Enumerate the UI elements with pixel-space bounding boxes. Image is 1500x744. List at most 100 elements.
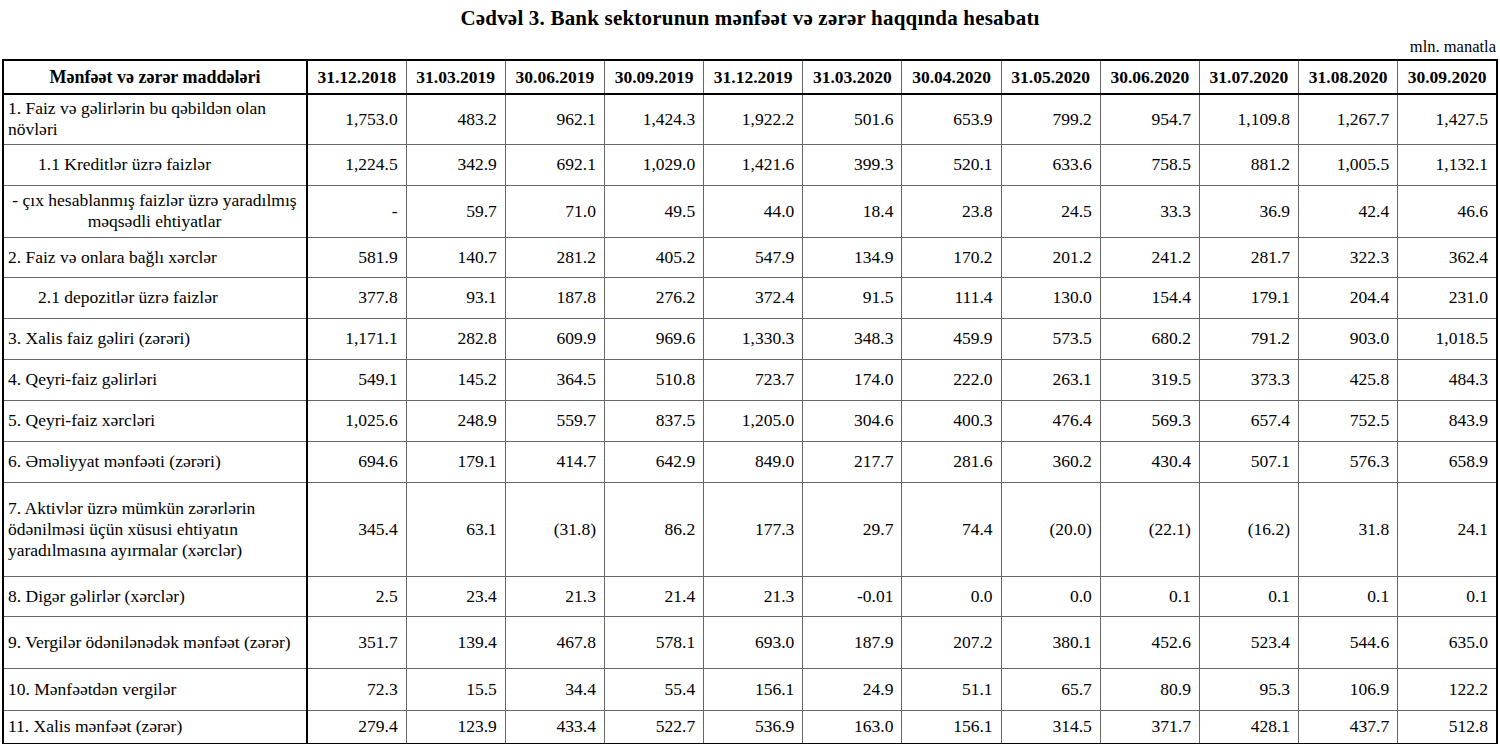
- value-cell: 179.1: [1199, 277, 1298, 318]
- value-cell: 1,025.6: [307, 400, 406, 441]
- value-cell: 21.3: [704, 576, 803, 616]
- date-column-header: 31.05.2020: [1001, 60, 1100, 94]
- value-cell: -0.01: [803, 576, 902, 616]
- value-cell: 1,421.6: [704, 144, 803, 185]
- value-cell: 364.5: [505, 359, 604, 400]
- report-page: Cədvəl 3. Bank sektorunun mənfəət və zər…: [0, 0, 1500, 744]
- table-row: 5. Qeyri-faiz xərcləri1,025.6248.9559.78…: [3, 400, 1497, 441]
- row-label: 10. Mənfəətdən vergilər: [3, 668, 307, 710]
- value-cell: 694.6: [307, 441, 406, 482]
- value-cell: 569.3: [1100, 400, 1199, 441]
- unit-note: mln. manatla: [0, 38, 1496, 56]
- value-cell: 512.8: [1398, 710, 1497, 744]
- value-cell: 633.6: [1001, 144, 1100, 185]
- row-label: 5. Qeyri-faiz xərcləri: [3, 400, 307, 441]
- value-cell: 29.7: [803, 482, 902, 576]
- value-cell: 414.7: [505, 441, 604, 482]
- value-cell: 362.4: [1398, 237, 1497, 277]
- value-cell: 843.9: [1398, 400, 1497, 441]
- table-row: 10. Mənfəətdən vergilər72.315.534.455.41…: [3, 668, 1497, 710]
- value-cell: 547.9: [704, 237, 803, 277]
- value-cell: 145.2: [406, 359, 505, 400]
- value-cell: 1,029.0: [604, 144, 703, 185]
- value-cell: 371.7: [1100, 710, 1199, 744]
- value-cell: 1,267.7: [1299, 94, 1398, 144]
- value-cell: 549.1: [307, 359, 406, 400]
- value-cell: 0.0: [1001, 576, 1100, 616]
- value-cell: 484.3: [1398, 359, 1497, 400]
- table-header: Mənfəət və zərər maddələri31.12.201831.0…: [3, 60, 1497, 94]
- value-cell: 174.0: [803, 359, 902, 400]
- row-label: 11. Xalis mənfəət (zərər): [3, 710, 307, 744]
- value-cell: 31.8: [1299, 482, 1398, 576]
- value-cell: 24.5: [1001, 185, 1100, 237]
- value-cell: 1,427.5: [1398, 94, 1497, 144]
- value-cell: 372.4: [704, 277, 803, 318]
- value-cell: 279.4: [307, 710, 406, 744]
- value-cell: 170.2: [902, 237, 1001, 277]
- value-cell: 405.2: [604, 237, 703, 277]
- value-cell: 642.9: [604, 441, 703, 482]
- value-cell: 71.0: [505, 185, 604, 237]
- value-cell: 123.9: [406, 710, 505, 744]
- value-cell: 342.9: [406, 144, 505, 185]
- value-cell: 1,109.8: [1199, 94, 1298, 144]
- value-cell: 962.1: [505, 94, 604, 144]
- row-label: 1. Faiz və gəlirlərin bu qəbildən olan n…: [3, 94, 307, 144]
- value-cell: 231.0: [1398, 277, 1497, 318]
- value-cell: 520.1: [902, 144, 1001, 185]
- value-cell: 49.5: [604, 185, 703, 237]
- table-row: - çıx hesablanmış faizlər üzrə yaradılmı…: [3, 185, 1497, 237]
- value-cell: 576.3: [1299, 441, 1398, 482]
- value-cell: 130.0: [1001, 277, 1100, 318]
- table-row: 3. Xalis faiz gəliri (zərəri)1,171.1282.…: [3, 318, 1497, 359]
- value-cell: 399.3: [803, 144, 902, 185]
- value-cell: 849.0: [704, 441, 803, 482]
- value-cell: 351.7: [307, 616, 406, 668]
- value-cell: 241.2: [1100, 237, 1199, 277]
- value-cell: 476.4: [1001, 400, 1100, 441]
- value-cell: 154.4: [1100, 277, 1199, 318]
- date-column-header: 31.12.2019: [704, 60, 803, 94]
- value-cell: 581.9: [307, 237, 406, 277]
- value-cell: 559.7: [505, 400, 604, 441]
- value-cell: 122.2: [1398, 668, 1497, 710]
- value-cell: 86.2: [604, 482, 703, 576]
- value-cell: 217.7: [803, 441, 902, 482]
- date-column-header: 31.03.2019: [406, 60, 505, 94]
- value-cell: 80.9: [1100, 668, 1199, 710]
- value-cell: 425.8: [1299, 359, 1398, 400]
- table-row: 9. Vergilər ödənilənədək mənfəət (zərər)…: [3, 616, 1497, 668]
- table-row: 7. Aktivlər üzrə mümkün zərərlərin ödəni…: [3, 482, 1497, 576]
- value-cell: 653.9: [902, 94, 1001, 144]
- value-cell: 1,171.1: [307, 318, 406, 359]
- value-cell: 0.1: [1100, 576, 1199, 616]
- value-cell: 36.9: [1199, 185, 1298, 237]
- value-cell: 1,922.2: [704, 94, 803, 144]
- value-cell: 467.8: [505, 616, 604, 668]
- value-cell: 44.0: [704, 185, 803, 237]
- table-row: 4. Qeyri-faiz gəlirləri549.1145.2364.551…: [3, 359, 1497, 400]
- row-label: 9. Vergilər ödənilənədək mənfəət (zərər): [3, 616, 307, 668]
- value-cell: 55.4: [604, 668, 703, 710]
- date-column-header: 30.06.2020: [1100, 60, 1199, 94]
- value-cell: 72.3: [307, 668, 406, 710]
- value-cell: 281.6: [902, 441, 1001, 482]
- value-cell: 1,224.5: [307, 144, 406, 185]
- value-cell: 51.1: [902, 668, 1001, 710]
- value-cell: 282.8: [406, 318, 505, 359]
- value-cell: 33.3: [1100, 185, 1199, 237]
- value-cell: 969.6: [604, 318, 703, 359]
- value-cell: 680.2: [1100, 318, 1199, 359]
- value-cell: 24.9: [803, 668, 902, 710]
- table-row: 1. Faiz və gəlirlərin bu qəbildən olan n…: [3, 94, 1497, 144]
- value-cell: 156.1: [902, 710, 1001, 744]
- value-cell: 281.2: [505, 237, 604, 277]
- row-label: 1.1 Kreditlər üzrə faizlər: [3, 144, 307, 185]
- value-cell: 42.4: [1299, 185, 1398, 237]
- value-cell: 348.3: [803, 318, 902, 359]
- value-cell: 23.8: [902, 185, 1001, 237]
- value-cell: 156.1: [704, 668, 803, 710]
- value-cell: 106.9: [1299, 668, 1398, 710]
- value-cell: 34.4: [505, 668, 604, 710]
